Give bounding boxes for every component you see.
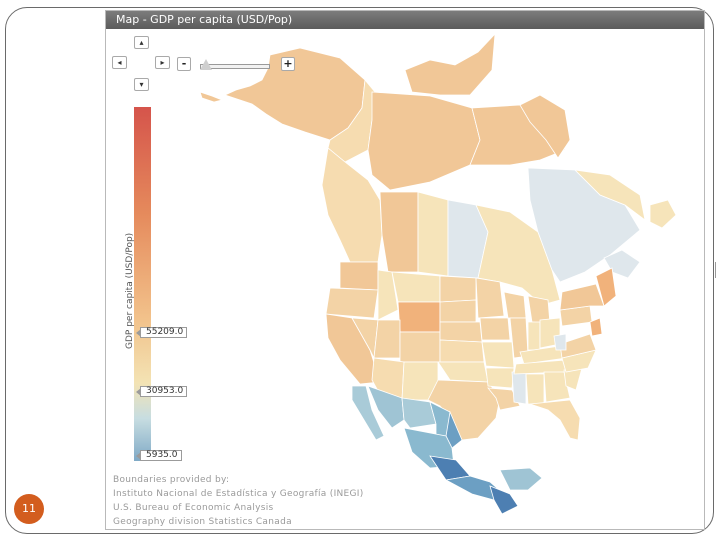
region-colorado[interactable] bbox=[399, 331, 441, 363]
legend-color-bar bbox=[134, 107, 151, 461]
region-wisconsin[interactable] bbox=[503, 291, 527, 319]
credits-line: Instituto Nacional de Estadística y Geog… bbox=[113, 489, 364, 499]
region-saskatchewan[interactable] bbox=[417, 191, 449, 277]
region-labrador[interactable] bbox=[573, 169, 646, 221]
region-baja-california[interactable] bbox=[351, 385, 385, 441]
region-chihuahua[interactable] bbox=[401, 397, 437, 429]
region-wyoming[interactable] bbox=[397, 301, 441, 333]
legend-tick-mid: 30953.0 bbox=[135, 386, 188, 397]
region-north-dakota[interactable] bbox=[439, 275, 477, 303]
region-idaho[interactable] bbox=[377, 269, 399, 321]
scroll-grip-icon[interactable] bbox=[715, 262, 720, 278]
region-newfoundland bbox=[649, 199, 677, 229]
region-virginia[interactable] bbox=[559, 333, 597, 359]
pan-up-button[interactable]: ▴ bbox=[134, 36, 149, 49]
region-yucatan[interactable] bbox=[499, 467, 543, 491]
legend-tick-max: 55209.0 bbox=[135, 327, 188, 338]
region-sonora[interactable] bbox=[367, 385, 405, 429]
region-northwest-territories[interactable] bbox=[367, 91, 481, 191]
region-south-dakota[interactable] bbox=[439, 299, 477, 323]
region-new-england[interactable] bbox=[595, 267, 617, 307]
region-florida[interactable] bbox=[529, 399, 581, 441]
region-washington[interactable] bbox=[339, 261, 379, 291]
region-minnesota[interactable] bbox=[475, 277, 505, 319]
region-alaska[interactable] bbox=[223, 47, 366, 141]
slide-page-number: 11 bbox=[14, 494, 44, 524]
region-mississippi[interactable] bbox=[511, 371, 527, 405]
region-montana[interactable] bbox=[391, 271, 441, 303]
legend-title: GDP per capita (USD/Pop) bbox=[125, 232, 135, 349]
region-chiapas[interactable] bbox=[489, 485, 519, 515]
region-kansas[interactable] bbox=[439, 339, 485, 363]
region-alberta[interactable] bbox=[379, 191, 419, 273]
credits-line: Boundaries provided by: bbox=[113, 475, 230, 485]
region-louisiana[interactable] bbox=[487, 387, 521, 411]
region-utah[interactable] bbox=[373, 319, 401, 359]
zoom-out-button[interactable]: - bbox=[177, 57, 191, 71]
region-alabama[interactable] bbox=[525, 373, 545, 405]
panel-title: Map - GDP per capita (USD/Pop) bbox=[106, 11, 704, 29]
zoom-in-button[interactable]: + bbox=[281, 57, 295, 71]
credits-line: Geography division Statistics Canada bbox=[113, 517, 292, 527]
region-west-virginia[interactable] bbox=[553, 333, 567, 351]
region-baffin-island bbox=[519, 94, 571, 159]
credits-line: U.S. Bureau of Economic Analysis bbox=[113, 503, 274, 513]
map-credits: Boundaries provided by: Instituto Nacion… bbox=[113, 473, 364, 529]
region-alaska-aleutians bbox=[199, 91, 224, 103]
region-oklahoma[interactable] bbox=[437, 361, 489, 383]
region-mexico-city[interactable] bbox=[429, 455, 471, 481]
pan-right-button[interactable]: ▸ bbox=[155, 56, 170, 69]
region-indiana[interactable] bbox=[527, 321, 541, 351]
region-arctic-islands bbox=[404, 32, 496, 96]
region-iowa[interactable] bbox=[479, 317, 511, 341]
legend-tick-min: 5935.0 bbox=[136, 450, 182, 461]
region-missouri[interactable] bbox=[481, 341, 515, 369]
pan-down-button[interactable]: ▾ bbox=[134, 78, 149, 91]
region-arkansas[interactable] bbox=[485, 367, 515, 389]
region-new-york[interactable] bbox=[559, 283, 605, 311]
region-new-jersey-md-de[interactable] bbox=[589, 317, 603, 337]
region-oregon[interactable] bbox=[325, 287, 379, 319]
zoom-slider-thumb[interactable] bbox=[200, 59, 212, 70]
region-nebraska[interactable] bbox=[439, 321, 483, 343]
pan-left-button[interactable]: ◂ bbox=[112, 56, 127, 69]
region-georgia[interactable] bbox=[543, 371, 571, 403]
